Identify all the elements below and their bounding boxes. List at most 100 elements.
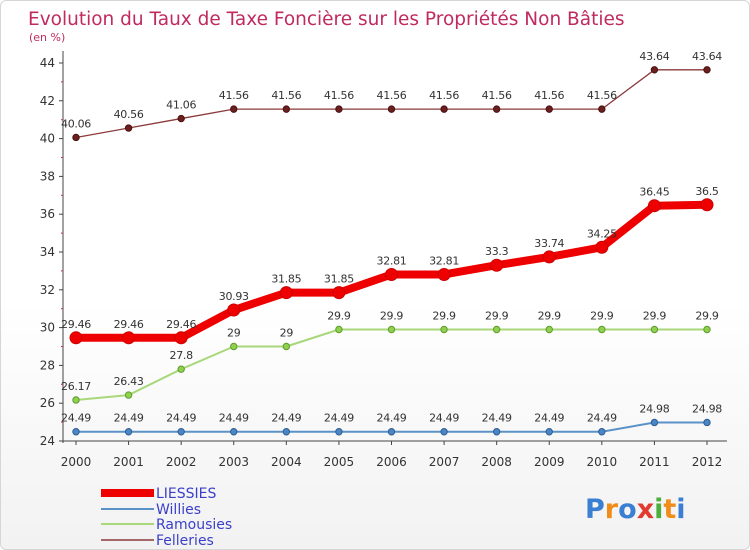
data-label-felleries: 41.56: [324, 89, 354, 102]
data-label-liessies: 34.25: [587, 227, 617, 240]
data-label-willies: 24.98: [639, 402, 669, 415]
y-tick-label: 36: [40, 207, 55, 221]
x-tick-label: 2001: [113, 455, 144, 469]
data-point-ramousies: [335, 325, 343, 334]
data-label-ramousies: 29.9: [380, 309, 404, 322]
data-label-willies: 24.49: [219, 412, 249, 425]
data-point-felleries: [492, 105, 501, 113]
data-point-ramousies: [492, 325, 501, 334]
series-ramousies: [72, 325, 711, 404]
data-point-willies: [177, 428, 185, 436]
data-point-liessies: [437, 267, 451, 281]
data-label-felleries: 40.06: [61, 117, 91, 130]
data-label-felleries: 41.56: [219, 89, 249, 102]
data-point-liessies: [122, 331, 136, 345]
legend-item-liessies: LIESSIES: [101, 486, 217, 502]
data-label-ramousies: 29.9: [327, 309, 351, 322]
data-label-felleries: 41.56: [587, 89, 617, 102]
data-point-felleries: [598, 105, 606, 113]
data-label-ramousies: 29.9: [643, 309, 667, 322]
legend-label: Felleries: [156, 533, 214, 549]
data-point-willies: [492, 428, 501, 436]
y-tick-label: 32: [40, 283, 55, 297]
data-point-ramousies: [177, 365, 185, 373]
data-labels: 40.06 40.56 41.06 41.56 41.56 41.56 41.56 41.56…: [61, 50, 723, 425]
data-label-willies: 24.49: [587, 412, 617, 425]
data-point-liessies: [279, 286, 293, 300]
series-liessies: [69, 198, 714, 345]
data-point-ramousies: [72, 396, 80, 404]
data-point-felleries: [230, 105, 238, 113]
data-point-liessies: [490, 258, 504, 272]
data-label-ramousies: 29: [280, 327, 294, 340]
x-tick-label: 2000: [61, 455, 92, 469]
data-label-ramousies: 29.9: [485, 309, 509, 322]
y-tick-label: 40: [40, 132, 55, 146]
data-point-willies: [545, 428, 553, 436]
y-tick-label: 26: [40, 396, 55, 410]
data-point-felleries: [440, 105, 448, 113]
data-label-ramousies: 29.9: [432, 309, 456, 322]
legend-label: Ramousies: [156, 517, 232, 533]
x-tick-label: 2006: [376, 455, 407, 469]
data-label-liessies: 32.81: [377, 254, 407, 267]
data-label-willies: 24.49: [377, 412, 407, 425]
data-label-liessies: 30.93: [219, 290, 249, 303]
data-point-liessies: [332, 286, 346, 300]
x-tick-label: 2009: [534, 455, 565, 469]
data-label-liessies: 29.46: [114, 318, 144, 331]
data-label-ramousies: 29.9: [695, 309, 719, 322]
data-label-liessies: 36.5: [695, 185, 719, 198]
data-point-felleries: [124, 124, 133, 132]
data-label-liessies: 36.45: [639, 186, 669, 199]
data-point-willies: [230, 428, 238, 436]
data-label-ramousies: 29.9: [538, 309, 562, 322]
data-point-felleries: [335, 105, 343, 113]
data-point-ramousies: [650, 325, 659, 334]
legend-label: LIESSIES: [156, 486, 217, 502]
data-label-liessies: 33.3: [485, 245, 509, 258]
data-point-ramousies: [598, 325, 606, 334]
data-label-willies: 24.49: [114, 412, 144, 425]
data-label-willies: 24.49: [429, 412, 459, 425]
y-tick-label: 42: [40, 94, 55, 108]
data-point-willies: [650, 418, 659, 427]
data-label-felleries: 40.56: [114, 108, 144, 121]
data-point-felleries: [72, 133, 80, 142]
data-label-felleries: 41.56: [271, 89, 301, 102]
data-label-felleries: 41.56: [534, 89, 564, 102]
data-label-felleries: 43.64: [639, 50, 669, 63]
data-label-ramousies: 29.9: [590, 309, 614, 322]
data-point-willies: [72, 428, 80, 436]
data-point-willies: [598, 428, 606, 436]
chart-title: Evolution du Taux de Taxe Foncière sur l…: [28, 9, 625, 30]
y-tick-label: 30: [40, 321, 55, 335]
data-point-felleries: [650, 66, 659, 74]
legend-label: Willies: [156, 502, 201, 518]
data-point-willies: [124, 428, 133, 436]
data-point-liessies: [647, 199, 661, 213]
data-label-liessies: 29.46: [61, 318, 91, 331]
data-point-ramousies: [230, 342, 238, 351]
legend-item-felleries: Felleries: [101, 533, 214, 549]
x-tick-label: 2011: [639, 455, 670, 469]
data-label-felleries: 43.64: [692, 50, 722, 63]
series-willies: [72, 418, 711, 436]
data-label-felleries: 41.06: [166, 99, 196, 112]
data-label-willies: 24.98: [692, 402, 722, 415]
data-point-willies: [282, 428, 291, 436]
x-tick-label: 2004: [271, 455, 302, 469]
data-label-liessies: 31.85: [271, 273, 301, 286]
series-felleries: [72, 66, 711, 142]
data-point-liessies: [542, 250, 556, 264]
data-point-liessies: [385, 267, 398, 281]
data-point-liessies: [700, 198, 714, 212]
data-point-willies: [703, 418, 711, 427]
data-point-ramousies: [545, 325, 553, 334]
y-tick-label: 44: [40, 56, 55, 70]
data-label-willies: 24.49: [61, 412, 91, 425]
data-point-ramousies: [703, 325, 711, 334]
